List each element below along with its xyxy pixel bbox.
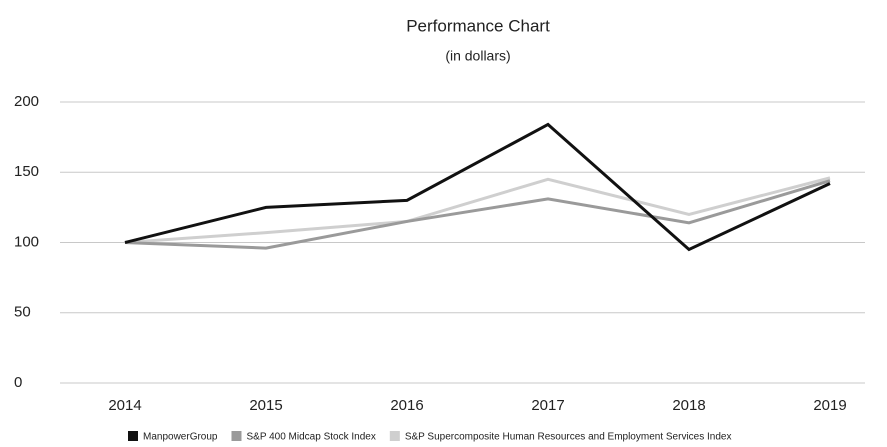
legend-swatch [128,431,138,441]
y-tick-label: 150 [14,163,39,180]
x-tick-label: 2016 [390,397,423,414]
legend-swatch [389,431,400,441]
series-line [124,122,831,252]
legend-label: S&P Supercomposite Human Resources and E… [405,432,732,443]
x-tick-label: 2017 [531,397,564,414]
legend-swatch [231,431,242,441]
legend-label: S&P 400 Midcap Stock Index [246,432,375,443]
y-tick-label: 0 [14,374,22,391]
y-tick-label: 100 [14,233,39,250]
chart-subtitle: (in dollars) [445,48,510,64]
chart-title: Performance Chart [406,16,550,35]
x-tick-label: 2015 [249,397,282,414]
y-tick-label: 200 [14,93,39,110]
x-tick-label: 2018 [672,397,705,414]
y-tick-label: 50 [14,304,31,321]
legend-label: ManpowerGroup [143,432,218,443]
series-line [124,176,831,244]
x-tick-label: 2014 [108,397,141,414]
x-tick-label: 2019 [813,397,846,414]
series-line [124,179,831,250]
